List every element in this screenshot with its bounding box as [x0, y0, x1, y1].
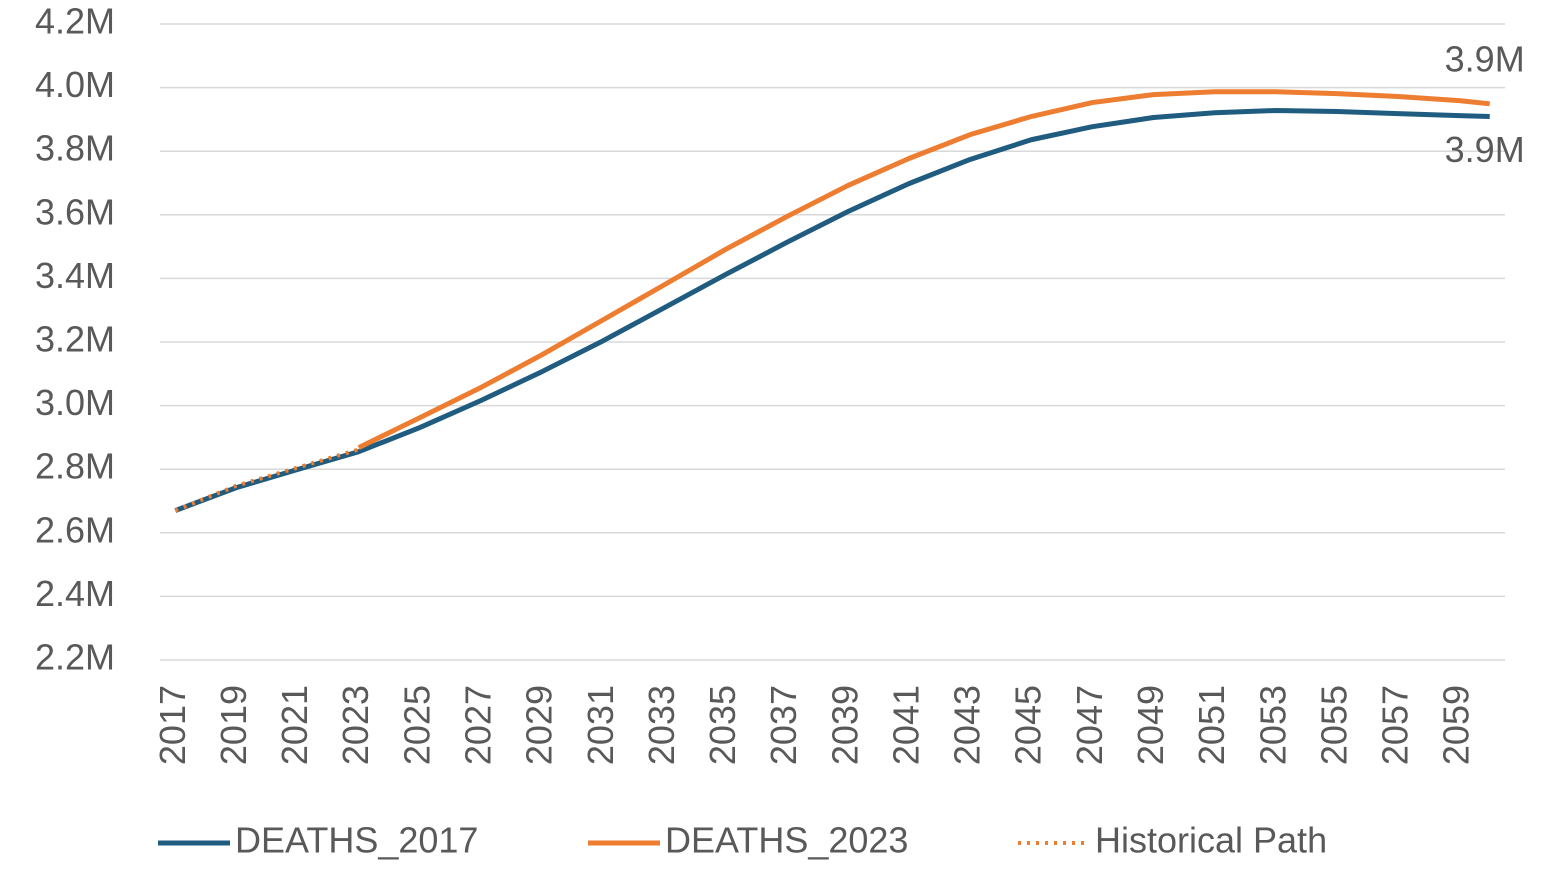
- x-tick-label: 2053: [1252, 685, 1293, 765]
- x-tick-label: 2041: [885, 685, 926, 765]
- x-tick-label: 2039: [824, 685, 865, 765]
- y-tick-label: 4.0M: [35, 64, 115, 105]
- y-tick-label: 2.6M: [35, 509, 115, 550]
- x-tick-label: 2035: [702, 685, 743, 765]
- y-tick-label: 2.4M: [35, 573, 115, 614]
- x-tick-label: 2025: [396, 685, 437, 765]
- legend-label: Historical Path: [1095, 820, 1327, 861]
- x-tick-label: 2049: [1130, 685, 1171, 765]
- data-label: 3.9M: [1445, 38, 1525, 79]
- x-tick-label: 2017: [152, 685, 193, 765]
- y-tick-label: 3.6M: [35, 191, 115, 232]
- x-tick-label: 2029: [519, 685, 560, 765]
- y-tick-label: 2.2M: [35, 637, 115, 678]
- x-tick-label: 2031: [580, 685, 621, 765]
- y-tick-label: 4.2M: [35, 1, 115, 42]
- x-tick-label: 2047: [1069, 685, 1110, 765]
- x-tick-label: 2055: [1313, 685, 1354, 765]
- legend-label: DEATHS_2017: [235, 820, 478, 861]
- series-line: [174, 107, 1490, 513]
- x-tick-label: 2043: [947, 685, 988, 765]
- x-tick-label: 2027: [457, 685, 498, 765]
- x-tick-label: 2057: [1375, 685, 1416, 765]
- x-tick-label: 2019: [213, 685, 254, 765]
- x-tick-label: 2059: [1436, 685, 1477, 765]
- series-line: [357, 89, 1490, 450]
- data-label: 3.9M: [1445, 129, 1525, 170]
- x-tick-label: 2021: [274, 685, 315, 765]
- y-tick-label: 3.8M: [35, 128, 115, 169]
- y-tick-label: 3.4M: [35, 255, 115, 296]
- y-tick-label: 3.0M: [35, 382, 115, 423]
- x-tick-label: 2037: [763, 685, 804, 765]
- x-tick-label: 2045: [1008, 685, 1049, 765]
- x-tick-label: 2023: [335, 685, 376, 765]
- x-tick-label: 2033: [641, 685, 682, 765]
- legend-label: DEATHS_2023: [665, 820, 908, 861]
- y-tick-label: 3.2M: [35, 319, 115, 360]
- y-tick-label: 2.8M: [35, 446, 115, 487]
- x-tick-label: 2051: [1191, 685, 1232, 765]
